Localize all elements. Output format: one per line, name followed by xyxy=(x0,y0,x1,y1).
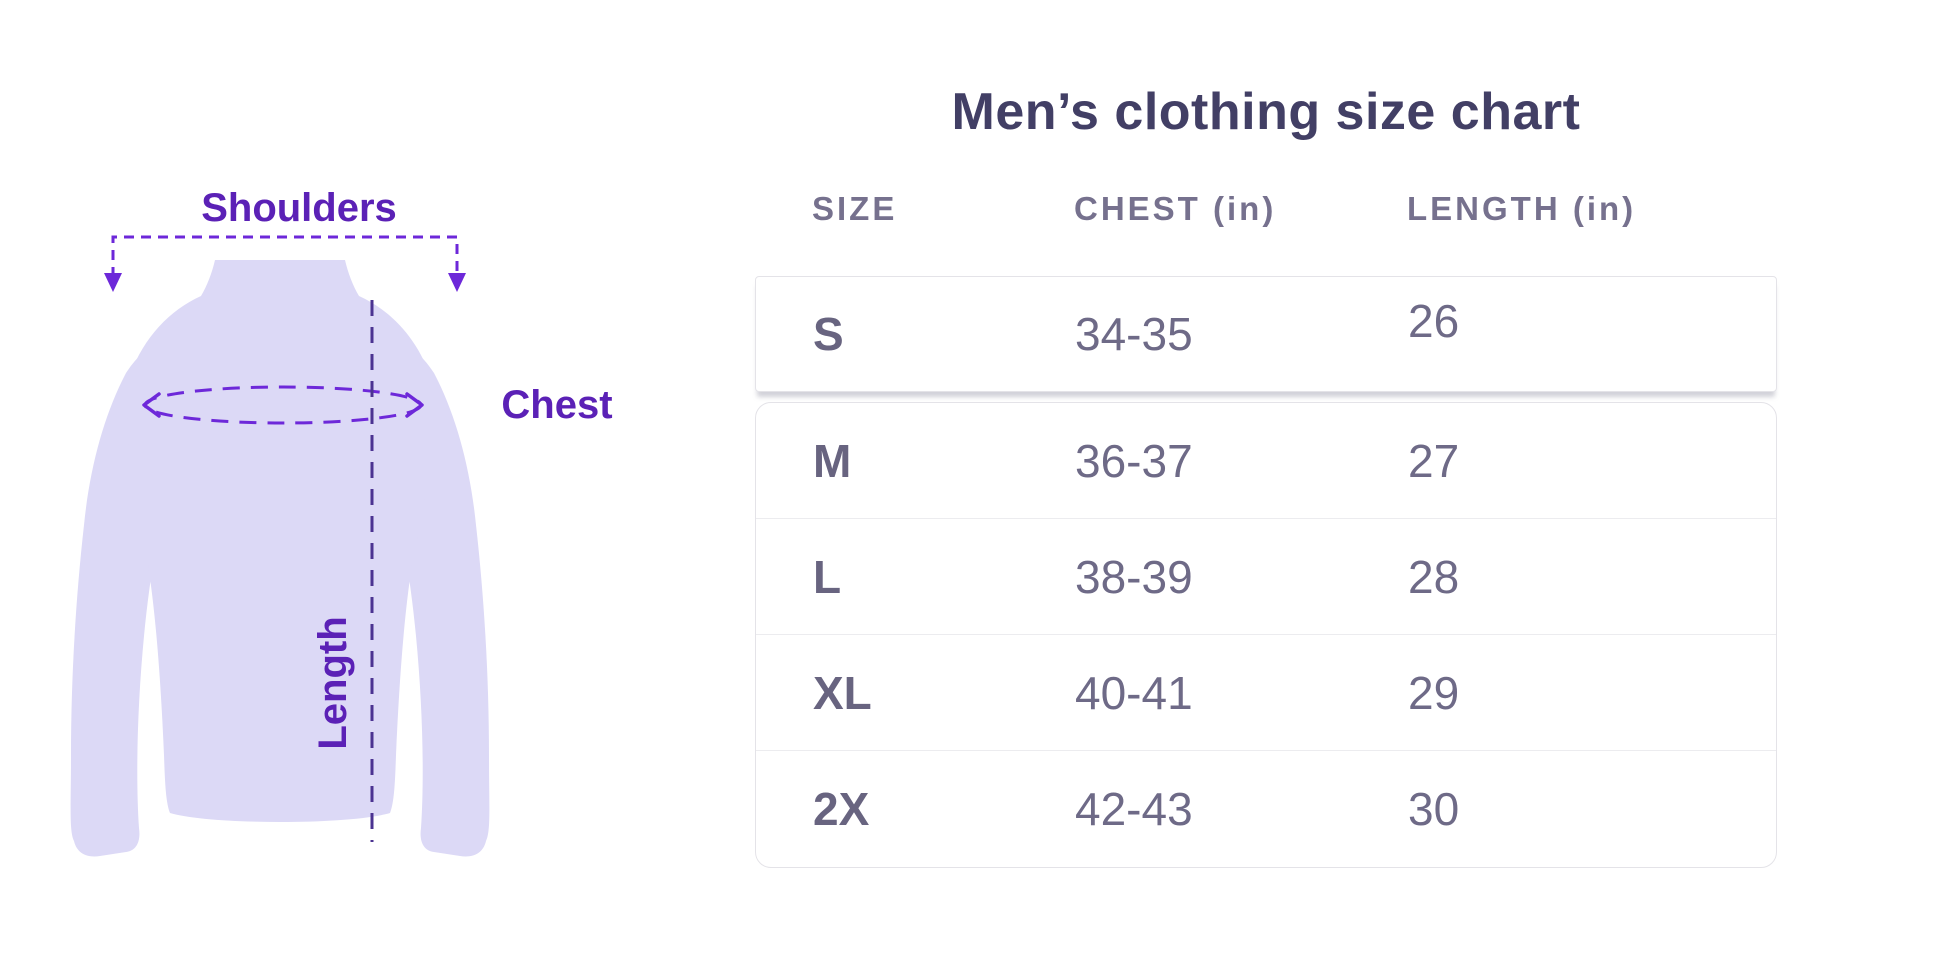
cell-length: 27 xyxy=(1408,434,1460,487)
cell-length: 26 xyxy=(1408,295,1460,347)
shirt-body xyxy=(127,260,433,822)
column-header-size: SIZE xyxy=(812,190,898,227)
cell-chest: 40-41 xyxy=(1075,666,1193,719)
table-row: 2X 42-43 30 xyxy=(756,751,1776,867)
cell-chest: 36-37 xyxy=(1075,434,1193,487)
shoulders-label: Shoulders xyxy=(201,186,397,230)
shoulders-arrow-left-icon xyxy=(104,273,122,292)
table-header-row: SIZE CHEST (in) LENGTH (in) xyxy=(755,186,1777,232)
cell-chest: 34-35 xyxy=(1075,308,1193,360)
length-label: Length xyxy=(311,616,355,749)
column-header-chest: CHEST (in) xyxy=(1074,190,1277,227)
shirt-sleeve-left xyxy=(70,310,225,857)
chest-arrow-left-icon xyxy=(142,392,161,418)
chest-label: Chest xyxy=(501,383,612,427)
chest-arrow-right-icon xyxy=(405,392,424,418)
cell-size: M xyxy=(813,434,852,487)
cell-size: 2X xyxy=(813,783,870,835)
shoulders-bracket-line xyxy=(111,235,459,277)
shoulders-arrow-right-icon xyxy=(448,273,466,292)
table-row: L 38-39 28 xyxy=(756,519,1776,635)
cell-length: 30 xyxy=(1408,783,1460,835)
table-body-card: M 36-37 27 L 38-39 28 XL 40-41 29 2X 42-… xyxy=(755,402,1777,868)
cell-length: 29 xyxy=(1408,666,1460,719)
shirt-measurement-diagram: Shoulders Chest Length xyxy=(70,186,613,857)
cell-chest: 38-39 xyxy=(1075,550,1193,603)
table-row: XL 40-41 29 xyxy=(756,635,1776,751)
shirt-sleeve-right xyxy=(335,310,490,857)
cell-chest: 42-43 xyxy=(1075,783,1193,835)
cell-size: S xyxy=(813,308,844,360)
column-header-length: LENGTH (in) xyxy=(1407,190,1637,227)
table-row: M 36-37 27 xyxy=(756,403,1776,519)
cell-size: L xyxy=(813,550,842,603)
page-title: Men’s clothing size chart xyxy=(951,83,1581,141)
cell-length: 28 xyxy=(1408,550,1460,603)
table-row: S 34-35 26 xyxy=(755,276,1777,392)
cell-size: XL xyxy=(813,666,872,719)
